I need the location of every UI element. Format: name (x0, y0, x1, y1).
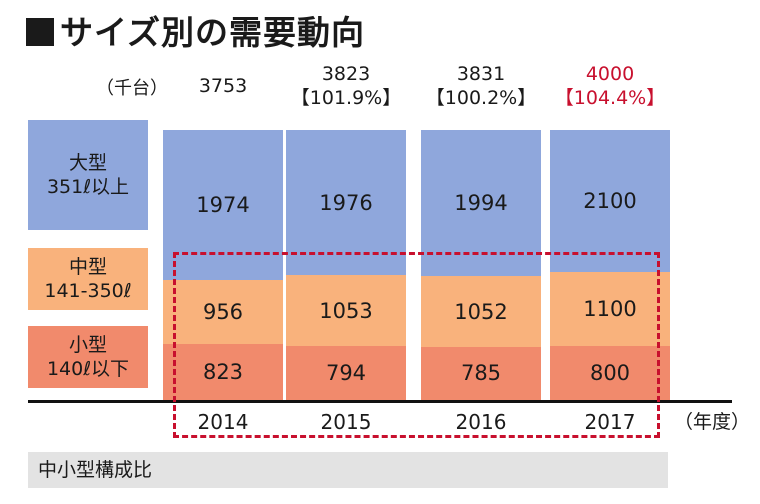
ratio-row-background (28, 452, 668, 488)
bar-mid-2017: 1100 (550, 271, 670, 346)
total-2017: 4000 (585, 63, 635, 85)
total-2014: 3753 (198, 75, 248, 97)
legend-large-line1: 大型 (68, 152, 107, 174)
year-label-2015: 2015 (320, 410, 372, 434)
bar-mid-2016: 1052 (421, 276, 541, 347)
legend-mid-line2: 141-350ℓ (44, 280, 132, 302)
legend-large-line2: 351ℓ以上 (46, 176, 130, 198)
legend-small: 小型 140ℓ以下 (28, 326, 148, 388)
mid-small-highlight-frame (173, 252, 660, 438)
bar-mid-2014: 956 (163, 279, 283, 345)
bar-small-2016: 785 (421, 347, 541, 400)
total-2015: 3823 (321, 63, 371, 85)
year-label-2017: 2017 (584, 410, 636, 434)
legend-small-line1: 小型 (68, 334, 107, 356)
growth-2017: 【104.4%】 (554, 87, 666, 109)
chart-title-text: サイズ別の需要動向 (60, 13, 366, 52)
bar-small-2017: 800 (550, 346, 670, 400)
bar-mid-2015: 1053 (286, 275, 406, 347)
bar-large-2016: 1994 (421, 130, 541, 276)
unit-label: （千台） (96, 78, 168, 99)
bar-small-2014: 823 (163, 344, 283, 400)
square-bullet-icon (26, 18, 54, 46)
legend-large: 大型 351ℓ以上 (28, 120, 148, 230)
bar-small-2015: 794 (286, 346, 406, 400)
ratio-label: 中小型構成比 (38, 459, 153, 481)
year-label-2014: 2014 (197, 410, 249, 434)
total-2016: 3831 (456, 63, 506, 85)
bar-large-2017: 2100 (550, 130, 670, 272)
year-unit-label: （年度） (674, 411, 751, 433)
growth-2015: 【101.9%】 (290, 87, 402, 109)
legend-small-line2: 140ℓ以下 (46, 358, 130, 380)
year-label-2016: 2016 (455, 410, 507, 434)
legend-mid: 中型 141-350ℓ (28, 248, 148, 310)
growth-2016: 【100.2%】 (425, 87, 537, 109)
legend-mid-line1: 中型 (68, 256, 107, 278)
baseline (28, 400, 732, 403)
chart-title: サイズ別の需要動向 (26, 6, 365, 54)
bar-large-2015: 1976 (286, 130, 406, 276)
